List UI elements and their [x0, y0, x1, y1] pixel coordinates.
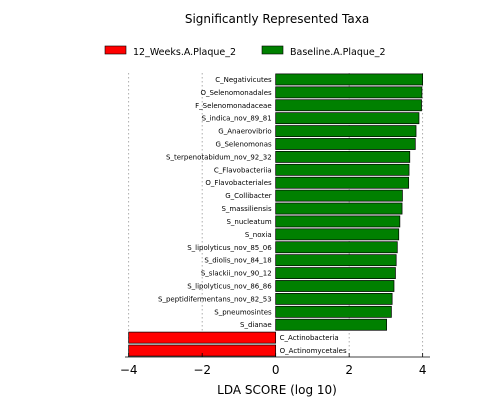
bar: [275, 215, 401, 228]
labels-layer: C_Negativicutes O_Selenomonadales F_Seleno…: [158, 76, 347, 355]
bar-label: C_Flavobacteriia: [214, 166, 272, 174]
legend-label-baseline: Baseline.A.Plaque_2: [290, 47, 386, 58]
bar: [275, 73, 424, 86]
bar-label: S_terpenotabidum_nov_92_32: [166, 153, 272, 161]
bar: [275, 254, 397, 267]
chart-title: Significantly Represented Taxa: [185, 12, 369, 26]
x-tick-label: 2: [345, 363, 353, 377]
bar: [275, 138, 416, 150]
legend: 12_Weeks.A.Plaque_2 Baseline.A.Plaque_2: [104, 45, 386, 58]
bar-label: S_peptidifermentans_nov_82_53: [158, 295, 272, 303]
bar: [275, 318, 387, 331]
bar: [275, 163, 410, 176]
bar: [275, 241, 398, 254]
bar-label: S_diolis_nov_84_18: [204, 257, 271, 265]
bar: [275, 86, 423, 99]
bar: [275, 151, 411, 163]
x-tick-label: 0: [272, 363, 280, 377]
bar-label: S_massiliensis: [221, 205, 272, 213]
bar: [275, 293, 393, 305]
bar: [275, 112, 420, 125]
bar-label: F_Selenomonadaceae: [195, 102, 272, 110]
bar-label: S_noxia: [245, 231, 272, 239]
x-axis-label: LDA SCORE (log 10): [217, 383, 337, 397]
bar-label: G_Anaerovibrio: [218, 128, 271, 136]
x-tick-label: 4: [419, 363, 427, 377]
bar-label: S_lipolyticus_nov_85_06: [187, 244, 272, 252]
x-tick-label: −2: [193, 363, 211, 377]
bar-label: S_pneumosintes: [214, 308, 272, 316]
bar-label: G_Collibacter: [225, 192, 272, 200]
bar: [275, 228, 400, 241]
bar-label: O_Selenomonadales: [200, 89, 272, 97]
bar: [128, 331, 277, 344]
bar: [275, 267, 396, 279]
bar-label: S_lipolyticus_nov_86_86: [187, 283, 272, 291]
x-tick-label: −4: [120, 363, 138, 377]
bar-label: O_Actinomycetales: [280, 347, 347, 355]
legend-swatch-baseline: [261, 45, 284, 55]
bar: [275, 99, 422, 112]
bar: [275, 125, 417, 137]
bar: [275, 176, 410, 189]
bar-label: O_Flavobacteriales: [205, 179, 272, 187]
bar-label: G_Selenomonas: [216, 141, 272, 149]
bar-label: S_dianae: [240, 321, 272, 329]
x-ticks: −4 −2 0 2 4: [120, 353, 427, 377]
bar: [275, 280, 395, 292]
bar: [275, 189, 403, 202]
bar: [275, 202, 403, 215]
bar-label: S_slackii_nov_90_12: [201, 270, 272, 278]
bar: [275, 305, 392, 318]
legend-swatch-12-weeks: [104, 45, 127, 55]
bar-label: S_indica_nov_89_81: [202, 115, 272, 123]
bar-label: C_Actinobacteria: [280, 334, 339, 342]
bar-label: C_Negativicutes: [215, 76, 272, 84]
bar-label: S_nucleatum: [226, 218, 271, 226]
legend-label-12-weeks: 12_Weeks.A.Plaque_2: [133, 47, 236, 58]
bars-layer: [128, 73, 424, 357]
